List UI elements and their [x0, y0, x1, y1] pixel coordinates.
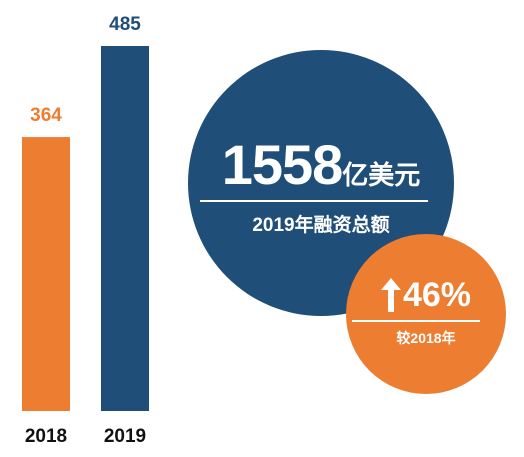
growth-circle: 46% 较2018年: [346, 234, 506, 394]
growth-divider: [352, 320, 480, 322]
growth-label: 较2018年: [396, 330, 456, 346]
data-label-2019: 485: [109, 14, 141, 35]
total-amount-unit: 亿美元: [342, 160, 421, 190]
growth-value-row: 46%: [346, 276, 506, 321]
bar-2018: [22, 137, 70, 411]
bar-2019: [101, 46, 149, 411]
total-amount: 1558亿美元: [188, 132, 454, 197]
total-divider: [200, 200, 428, 202]
arrow-up-icon: [380, 278, 401, 321]
tick-label-2018: 2018: [25, 426, 67, 447]
tick-label-2019: 2019: [104, 426, 146, 447]
growth-value: 46%: [402, 276, 472, 314]
data-label-2018: 364: [30, 105, 62, 126]
total-amount-number: 1558: [221, 133, 344, 196]
total-label: 2019年融资总额: [252, 215, 390, 236]
